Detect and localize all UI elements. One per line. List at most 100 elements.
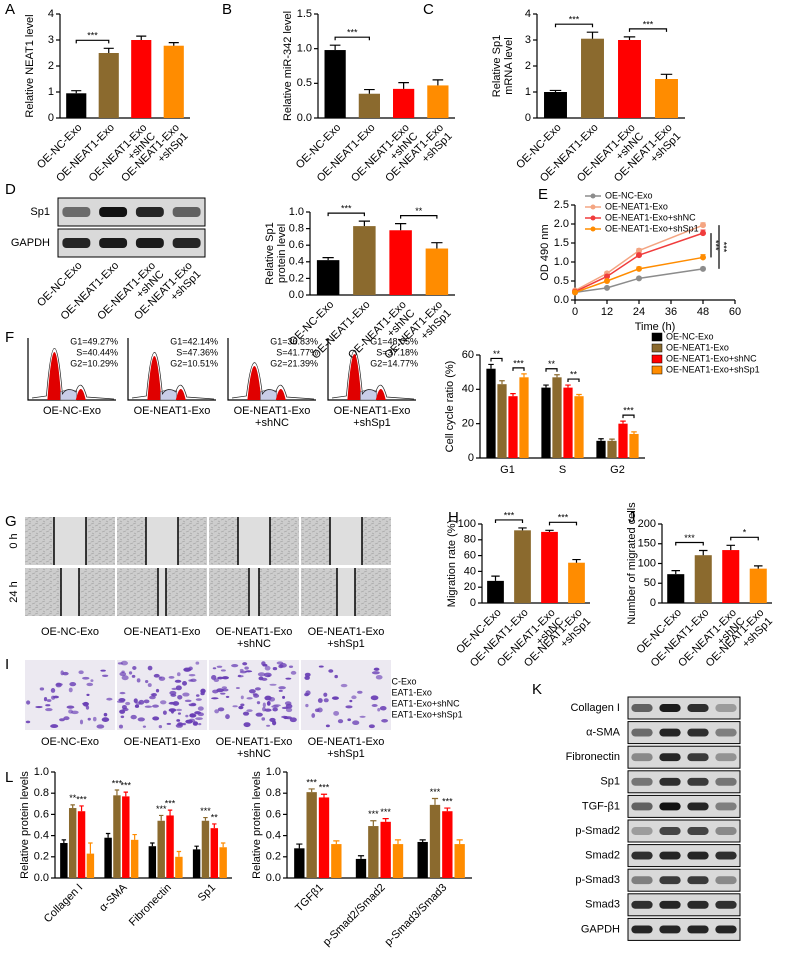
cell <box>150 693 155 696</box>
error-bar <box>308 788 315 793</box>
bar <box>201 820 210 878</box>
y-tick-label: 0.4 <box>34 830 49 842</box>
cell <box>188 673 196 677</box>
bar <box>219 847 227 878</box>
y-axis-label: Cell cycle ratio (%) <box>444 361 456 453</box>
cell <box>144 680 149 684</box>
cell <box>328 669 334 673</box>
blot-band <box>631 900 653 909</box>
blot-band <box>99 237 128 249</box>
y-tick-label: 40 <box>462 383 474 395</box>
blot-band <box>631 704 653 712</box>
bar <box>86 853 95 878</box>
cell <box>195 717 203 721</box>
flow-label: OE-NEAT1-Exo +shNC <box>234 405 311 429</box>
error-bar <box>726 544 736 551</box>
blot-band <box>687 777 709 786</box>
cell <box>152 704 159 708</box>
blot-band <box>715 925 737 934</box>
cell <box>325 724 330 728</box>
error-bar <box>382 818 389 822</box>
y-tick-label: 0.4 <box>289 256 304 268</box>
cell <box>253 693 260 698</box>
cell <box>149 695 156 700</box>
y-tick-label: 0.0 <box>289 289 304 301</box>
point <box>700 222 706 229</box>
error-bar <box>398 82 409 89</box>
significance-bracket <box>622 414 635 419</box>
cell <box>305 703 309 708</box>
error-bar <box>518 527 527 531</box>
point <box>604 273 610 280</box>
x-tick-label: p-Smad2/Smad2 <box>321 882 388 949</box>
bar <box>60 843 68 878</box>
histogram-outline <box>31 347 115 400</box>
cell <box>370 695 379 701</box>
error-bar <box>370 820 377 827</box>
blot-strip <box>627 696 741 720</box>
wound-gap <box>158 568 166 616</box>
cell <box>118 698 126 702</box>
x-tick-label: 48 <box>697 306 709 318</box>
wound-gap <box>146 517 178 565</box>
cell <box>121 675 129 681</box>
bar <box>98 53 119 118</box>
y-tick-label: 0.0 <box>266 872 281 884</box>
bar <box>514 530 531 603</box>
blot-band <box>715 728 737 737</box>
cell <box>254 687 261 691</box>
significance-bracket <box>512 367 525 371</box>
y-axis-label: Relative Sp1protein level <box>264 222 288 284</box>
bar <box>429 804 441 878</box>
cell <box>192 721 199 726</box>
bar <box>392 844 404 878</box>
y-tick-label: 20 <box>462 418 474 430</box>
cell <box>282 695 286 699</box>
y-tick-label: 1.0 <box>34 766 49 778</box>
cell <box>158 676 166 681</box>
cell <box>240 695 244 700</box>
panel-label: A <box>5 1 15 18</box>
error-bar <box>88 842 93 854</box>
cell <box>262 702 266 708</box>
blot-row-label: Collagen I <box>570 702 620 714</box>
bar <box>722 550 740 603</box>
blot-band <box>631 802 653 811</box>
histogram-axes <box>127 338 216 401</box>
bar <box>104 837 112 878</box>
cell <box>371 704 378 707</box>
cell <box>197 712 204 717</box>
error-bar <box>431 242 443 249</box>
flow-label: OE-NEAT1-Exo <box>134 405 211 417</box>
significance-label: *** <box>380 807 391 817</box>
wound-gap <box>238 517 270 565</box>
cell <box>136 678 141 683</box>
cell <box>240 703 245 707</box>
error-bar <box>586 31 599 39</box>
cell <box>45 707 53 712</box>
y-tick-label: 0.0 <box>297 112 312 124</box>
bar <box>667 574 685 603</box>
y-tick-label: 2 <box>525 60 531 72</box>
y-tick-label: 0.5 <box>554 275 569 287</box>
cell <box>162 710 167 715</box>
cell <box>90 679 94 682</box>
wound-edge <box>336 568 356 616</box>
legend-label: OE-NEAT1-Exo+shSp1 <box>605 223 699 233</box>
cell <box>43 696 48 702</box>
error-bar <box>364 88 375 94</box>
bar <box>324 50 346 119</box>
y-axis-label: Number of migrated cells <box>626 502 638 625</box>
cell <box>86 682 94 687</box>
cell <box>255 712 263 717</box>
bar <box>568 562 585 603</box>
cell <box>281 706 289 710</box>
flow-stat: G1=36.83% <box>270 336 318 346</box>
cell <box>323 698 329 703</box>
wound-gap <box>61 568 79 616</box>
blot-band <box>715 704 737 712</box>
cell <box>257 672 266 677</box>
bar <box>629 433 639 458</box>
cell <box>182 681 188 686</box>
blot-band <box>659 827 681 835</box>
